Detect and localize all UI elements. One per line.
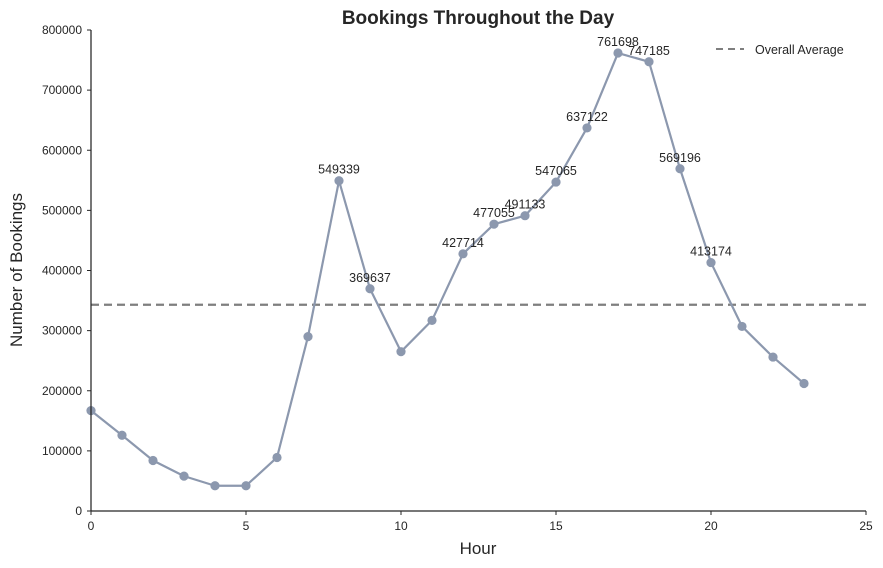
x-tick-label: 10 [394, 519, 408, 533]
x-tick-label: 5 [243, 519, 250, 533]
legend-average-label: Overall Average [755, 43, 844, 57]
data-point [799, 378, 809, 389]
axes [90, 30, 866, 512]
data-point [334, 176, 344, 186]
data-point [768, 352, 778, 362]
data-point [148, 455, 158, 466]
data-label: 637122 [566, 110, 608, 124]
data-point [551, 177, 561, 187]
data-point [179, 471, 189, 481]
y-tick-label: 0 [75, 504, 82, 518]
y-tick-label: 500000 [42, 203, 82, 217]
data-point [458, 249, 468, 259]
y-tick-label: 800000 [42, 23, 82, 37]
data-point [241, 481, 251, 491]
y-tick-label: 700000 [42, 83, 82, 97]
data-label: 569196 [659, 151, 701, 165]
data-label: 747185 [628, 44, 670, 58]
data-point [396, 347, 406, 357]
x-tick-label: 25 [859, 519, 873, 533]
data-point [613, 48, 623, 58]
y-tick-label: 200000 [42, 384, 82, 398]
data-point [365, 284, 375, 294]
y-axis-title: Number of Bookings [7, 193, 26, 347]
x-tick-label: 0 [88, 519, 95, 533]
x-tick-label: 20 [704, 519, 718, 533]
data-point [303, 332, 313, 342]
y-tick-label: 100000 [42, 444, 82, 458]
data-label: 761698 [597, 35, 639, 49]
data-point [520, 211, 530, 221]
x-tick-label: 15 [549, 519, 563, 533]
data-point [644, 57, 654, 67]
data-point [737, 321, 747, 332]
data-point [272, 452, 282, 463]
y-tick-label: 400000 [42, 264, 82, 278]
tick-labels: 0 100000 200000 300000 400000 500000 600000 700… [42, 23, 873, 533]
y-tick-label: 300000 [42, 324, 82, 338]
data-label: 547065 [535, 164, 577, 178]
data-point [675, 164, 685, 174]
data-point [582, 123, 592, 133]
data-point [489, 219, 499, 229]
data-label: 477055 [473, 206, 515, 220]
data-label: 427714 [442, 236, 484, 250]
data-point [427, 315, 437, 326]
data-label: 413174 [690, 245, 732, 259]
y-tick-label: 600000 [42, 143, 82, 157]
chart-title: Bookings Throughout the Day [342, 8, 615, 29]
data-point [117, 430, 127, 440]
x-axis-title: Hour [460, 539, 497, 558]
data-point [706, 257, 716, 268]
data-label: 549339 [318, 163, 360, 177]
data-point [210, 481, 220, 491]
series-line [90, 51, 805, 487]
data-label: 491133 [505, 198, 546, 212]
legend: Overall Average [716, 43, 844, 57]
data-label: 369637 [349, 271, 391, 285]
